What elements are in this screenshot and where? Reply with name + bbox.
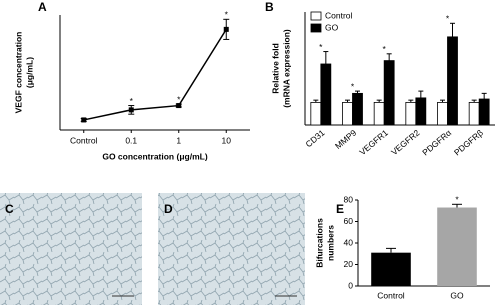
- panel-label: E: [336, 202, 344, 216]
- bar: [447, 36, 458, 126]
- legend-label: Control: [325, 10, 353, 20]
- bar: [310, 102, 322, 126]
- bar: [468, 102, 480, 126]
- y-axis-title: numbers: [325, 225, 335, 261]
- x-tick-label: PDGFRα: [420, 128, 453, 158]
- y-tick-label: 0: [348, 280, 353, 290]
- significance-marker: *: [177, 94, 181, 104]
- legend-label: GO: [325, 22, 339, 32]
- line: [83, 28, 227, 121]
- x-tick-label: Control: [70, 135, 98, 145]
- legend-swatch: [310, 23, 322, 33]
- point: [81, 117, 87, 123]
- significance-marker: *: [446, 14, 450, 24]
- significance-marker: *: [130, 96, 134, 106]
- y-tick-label: 80: [344, 194, 354, 204]
- x-tick-label: 1: [176, 135, 181, 145]
- significance-marker: *: [383, 44, 387, 54]
- y-tick-label: 20: [344, 259, 354, 269]
- bar: [437, 102, 448, 126]
- bar: [478, 98, 490, 126]
- bar: [383, 60, 395, 126]
- significance-marker: *: [351, 81, 355, 91]
- x-tick-label: Control: [377, 290, 405, 300]
- micrograph: [0, 193, 142, 305]
- y-axis-title: Relative fold: [270, 43, 280, 94]
- y-axis-title: VEGF concentration: [13, 32, 23, 114]
- point: [223, 26, 229, 32]
- x-axis-title: GO concentration (μg/mL): [102, 151, 207, 161]
- bar: [415, 97, 427, 126]
- bar: [352, 92, 363, 126]
- panel-label: D: [164, 202, 173, 216]
- significance-marker: *: [319, 42, 323, 52]
- panel-label: C: [5, 202, 14, 216]
- point: [176, 103, 182, 109]
- bar: [320, 63, 332, 126]
- bar: [405, 102, 417, 126]
- x-tick-label: MMP9: [333, 127, 358, 151]
- y-tick-label: 40: [344, 237, 354, 247]
- x-tick-label: 0.1: [125, 135, 137, 145]
- significance-marker: *: [455, 195, 459, 205]
- panel-label: B: [265, 0, 274, 14]
- y-axis-title: (mRNA expression): [281, 29, 291, 108]
- bar: [373, 102, 385, 126]
- y-axis-title: (μg/mL): [24, 57, 34, 88]
- x-tick-label: VEGFR2: [389, 127, 422, 157]
- y-tick-label: 60: [344, 216, 354, 226]
- bar: [437, 207, 477, 286]
- legend-swatch: [310, 11, 322, 21]
- y-axis-title: Bifurcations: [314, 218, 324, 268]
- micrograph: [158, 193, 305, 305]
- x-tick-label: CD31: [303, 127, 326, 149]
- significance-marker: *: [225, 10, 229, 20]
- point: [128, 107, 134, 113]
- x-tick-label: GO: [450, 290, 464, 300]
- panel-label: A: [38, 0, 47, 14]
- x-tick-label: PDGFRβ: [452, 128, 485, 158]
- bar: [371, 252, 411, 286]
- x-tick-label: VEGFR1: [357, 127, 390, 157]
- bar: [342, 102, 353, 126]
- x-tick-label: 10: [222, 135, 232, 145]
